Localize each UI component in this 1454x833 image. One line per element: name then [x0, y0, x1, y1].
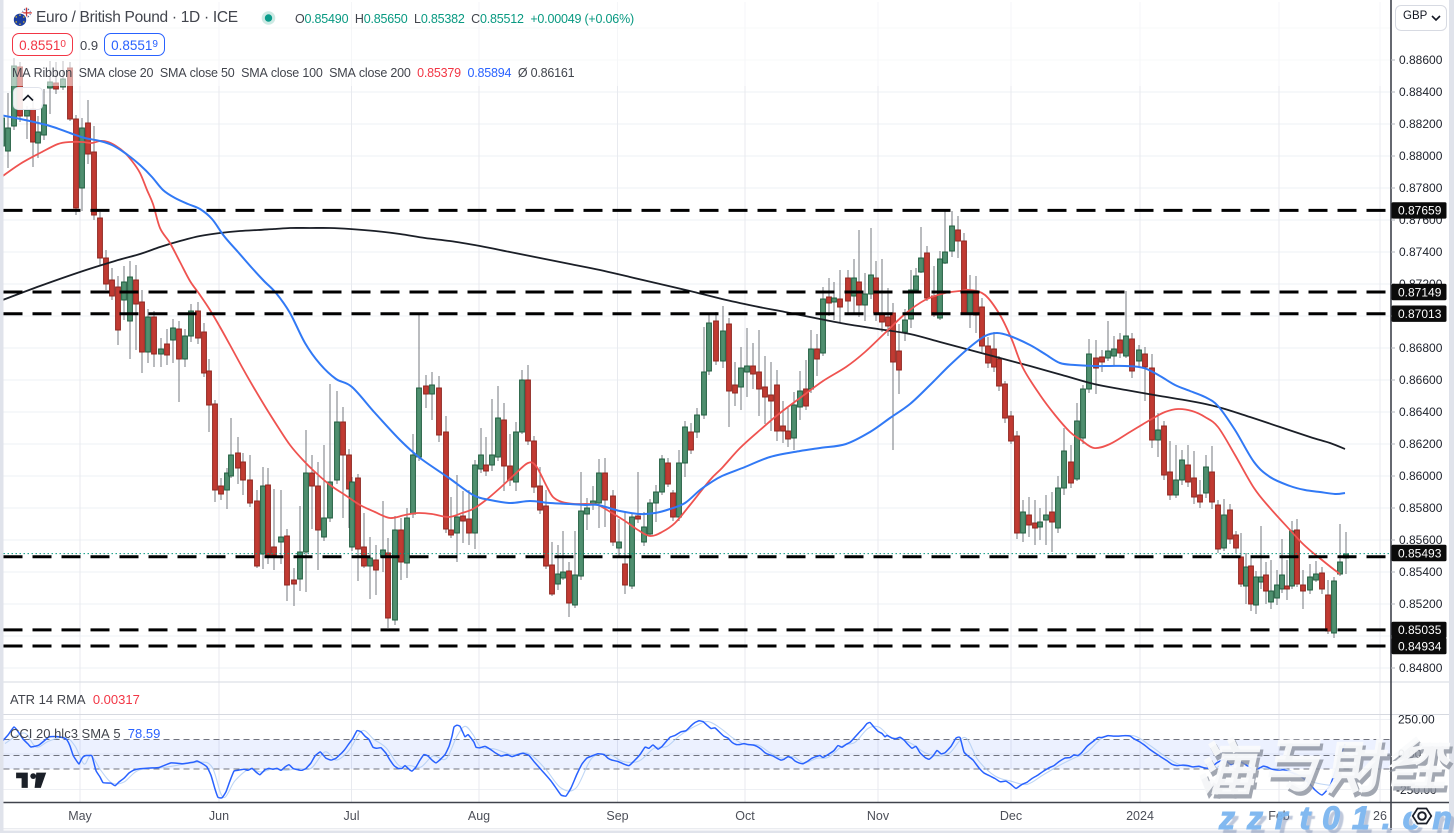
svg-text:Oct: Oct: [735, 809, 755, 823]
svg-text:26: 26: [1373, 809, 1387, 823]
svg-text:0.85600: 0.85600: [1399, 533, 1443, 547]
svg-text:0.85200: 0.85200: [1399, 597, 1443, 611]
svg-text:Dec: Dec: [1000, 809, 1022, 823]
svg-text:0.87013: 0.87013: [1398, 307, 1442, 321]
svg-text:0.85035: 0.85035: [1398, 623, 1442, 637]
svg-text:Jul: Jul: [344, 809, 360, 823]
svg-text:0.86800: 0.86800: [1399, 341, 1443, 355]
svg-text:Nov: Nov: [867, 809, 890, 823]
svg-text:0.86200: 0.86200: [1399, 437, 1443, 451]
svg-text:0.88000: 0.88000: [1399, 149, 1443, 163]
svg-text:May: May: [68, 809, 92, 823]
svg-text:0.85493: 0.85493: [1398, 546, 1442, 560]
svg-text:0.87149: 0.87149: [1398, 285, 1442, 299]
svg-text:0.84800: 0.84800: [1399, 661, 1443, 675]
svg-text:0.00: 0.00: [1398, 747, 1422, 761]
svg-text:0.86400: 0.86400: [1399, 405, 1443, 419]
svg-text:0.85400: 0.85400: [1399, 565, 1443, 579]
svg-text:Sep: Sep: [606, 809, 628, 823]
svg-text:Feb: Feb: [1268, 809, 1290, 823]
svg-text:0.85800: 0.85800: [1399, 501, 1443, 515]
svg-text:0.88200: 0.88200: [1399, 117, 1443, 131]
svg-text:0.84934: 0.84934: [1398, 639, 1442, 653]
svg-text:0.87800: 0.87800: [1399, 181, 1443, 195]
svg-text:0.87659: 0.87659: [1398, 204, 1442, 218]
svg-text:0.87400: 0.87400: [1399, 245, 1443, 259]
svg-text:2024: 2024: [1126, 809, 1154, 823]
svg-text:0.88600: 0.88600: [1399, 53, 1443, 67]
svg-text:250.00: 250.00: [1398, 713, 1435, 727]
svg-text:-250.00: -250.00: [1396, 783, 1437, 797]
svg-text:Aug: Aug: [468, 809, 490, 823]
svg-text:0.86600: 0.86600: [1399, 373, 1443, 387]
svg-text:Jun: Jun: [209, 809, 229, 823]
svg-text:0.88400: 0.88400: [1399, 85, 1443, 99]
svg-text:0.86000: 0.86000: [1399, 469, 1443, 483]
